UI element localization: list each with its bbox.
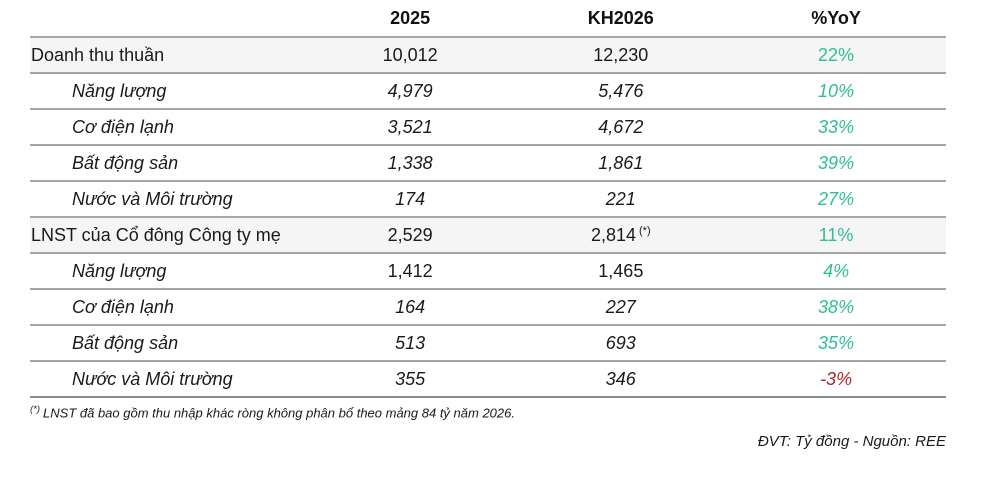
row-label: LNST của Cổ đông Công ty mẹ: [31, 224, 281, 245]
table-row-npat: LNST của Cổ đông Công ty mẹ 2,529 2,814(…: [30, 217, 946, 253]
value-2025: 10,012: [382, 44, 438, 65]
table-row-water-npat: Nước và Môi trường 355 346 -3%: [30, 361, 946, 397]
value-yoy: 27%: [818, 188, 855, 209]
value-yoy: 22%: [818, 44, 855, 65]
row-label: Nước và Môi trường: [72, 368, 233, 389]
value-yoy: 38%: [818, 296, 855, 317]
footnote-text: LNST đã bao gồm thu nhập khác ròng không…: [43, 405, 515, 421]
value-kh2026: 4,672: [598, 116, 644, 137]
value-kh2026: 693: [605, 332, 636, 353]
value-yoy: 4%: [823, 260, 850, 281]
row-label: Nước và Môi trường: [72, 188, 233, 209]
header-row: 2025 KH2026 %YoY: [30, 6, 946, 38]
npat-kh2026-value: 2,814: [590, 224, 637, 245]
value-kh2026: 1,465: [598, 260, 644, 281]
value-yoy: 35%: [818, 332, 855, 353]
row-label: Năng lượng: [72, 260, 167, 281]
value-2025: 355: [395, 368, 426, 389]
footnote-marker-ref: (*): [639, 224, 651, 237]
value-kh2026: 12,230: [593, 44, 649, 65]
value-kh2026: 221: [605, 188, 636, 209]
table-row-energy-revenue: Năng lượng 4,979 5,476 10%: [30, 73, 946, 109]
header-2025: 2025: [304, 6, 516, 38]
unit-and-source-note: ĐVT: Tỷ đồng - Nguồn: REE: [757, 433, 946, 451]
value-2025: 1,338: [387, 152, 433, 173]
value-2025: 4,979: [387, 80, 433, 101]
value-2025: 2,529: [387, 224, 433, 245]
value-kh2026: 1,861: [598, 152, 644, 173]
value-yoy: 39%: [818, 152, 855, 173]
value-yoy: 11%: [818, 224, 854, 245]
value-2025: 3,521: [387, 116, 433, 137]
header-kh2026: KH2026: [515, 6, 727, 38]
header-yoy: %YoY: [726, 6, 946, 38]
value-kh2026: 2,814 (*): [515, 217, 726, 253]
value-2025: 164: [395, 296, 426, 317]
value-2025: 174: [395, 188, 426, 209]
value-kh2026: 227: [605, 296, 636, 317]
row-label: Cơ điện lạnh: [72, 296, 174, 317]
financial-plan-table: 2025 KH2026 %YoY Doanh thu thuần 10,012 …: [30, 6, 946, 398]
row-label: Năng lượng: [72, 80, 167, 101]
table-row-me-npat: Cơ điện lạnh 164 227 38%: [30, 289, 946, 325]
row-label: Doanh thu thuần: [31, 44, 165, 65]
row-label: Bất động sản: [72, 152, 179, 173]
footnote-marker: (*): [30, 404, 41, 415]
value-yoy: 33%: [818, 116, 855, 137]
value-yoy: 10%: [818, 80, 855, 101]
value-kh2026: 5,476: [598, 80, 644, 101]
value-2025: 1,412: [387, 260, 433, 281]
row-label: Cơ điện lạnh: [72, 116, 174, 137]
row-label: Bất động sản: [72, 332, 179, 353]
value-yoy: -3%: [820, 368, 853, 389]
value-2025: 513: [395, 332, 426, 353]
table-row-net-revenue: Doanh thu thuần 10,012 12,230 22%: [30, 37, 946, 73]
header-label: [30, 6, 305, 38]
table-row-realestate-npat: Bất động sản 513 693 35%: [30, 325, 946, 361]
table-row-energy-npat: Năng lượng 1,412 1,465 4%: [30, 253, 946, 289]
page: 2025 KH2026 %YoY Doanh thu thuần 10,012 …: [30, 6, 946, 451]
table-row-me-revenue: Cơ điện lạnh 3,521 4,672 33%: [30, 109, 946, 145]
value-kh2026: 346: [605, 368, 636, 389]
table-row-water-revenue: Nước và Môi trường 174 221 27%: [30, 181, 946, 217]
table-row-realestate-revenue: Bất động sản 1,338 1,861 39%: [30, 145, 946, 181]
footnote: (*) LNST đã bao gồm thu nhập khác ròng kh…: [30, 404, 946, 420]
